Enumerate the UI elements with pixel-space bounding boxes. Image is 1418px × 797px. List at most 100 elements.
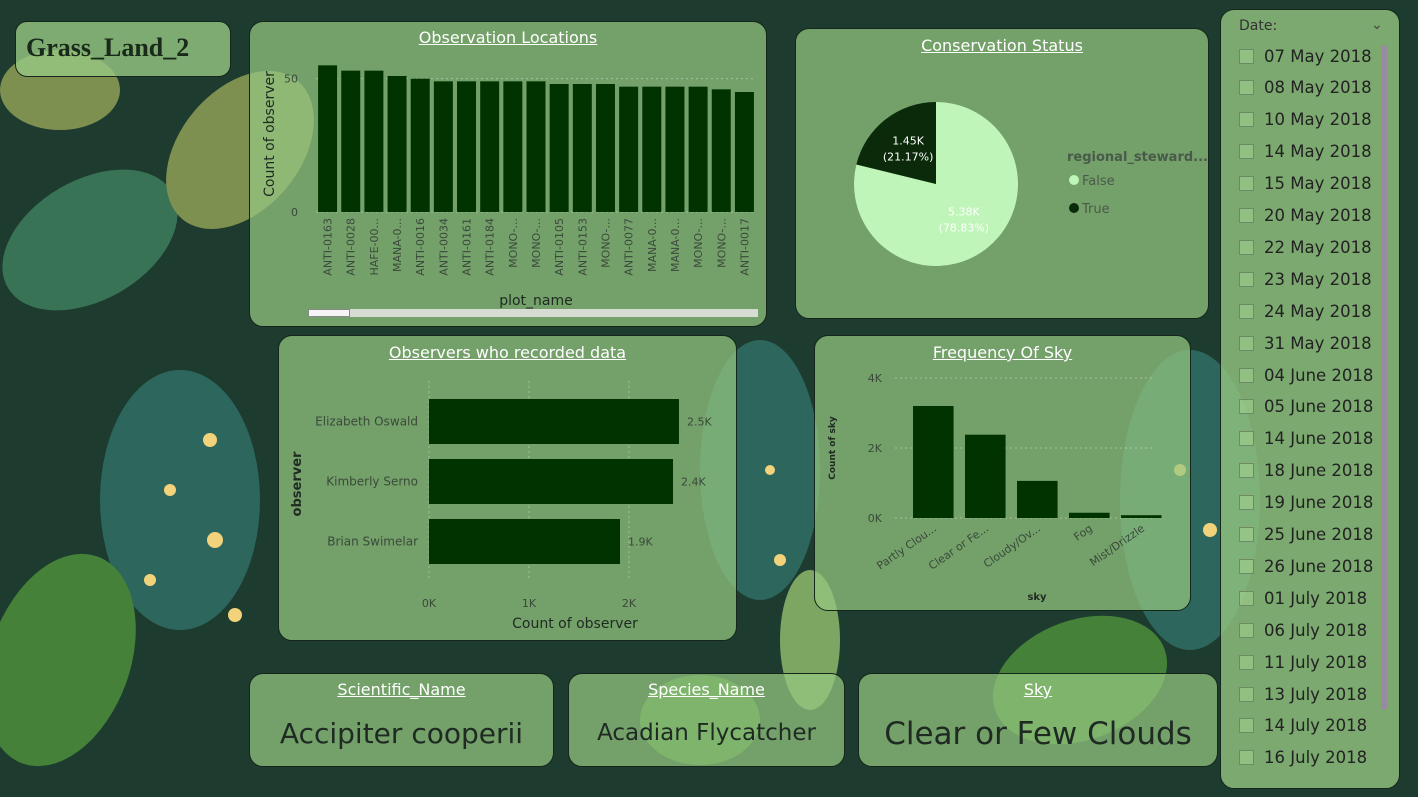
x-tick-label: ANTI-0184 [484,218,497,276]
bar[interactable] [457,81,477,212]
checkbox[interactable] [1239,654,1254,670]
checkbox[interactable] [1239,208,1254,223]
conservation-status-chart[interactable]: 5.38K (78.83%) 1.45K (21.17%) regional_stewa… [796,29,1208,318]
checkbox[interactable] [1239,622,1254,638]
date-option[interactable]: 15 May 2018 [1239,172,1372,196]
checkbox[interactable] [1239,463,1254,479]
date-option[interactable]: 14 July 2018 [1239,714,1367,738]
scientific-name-card[interactable]: Scientific_Name Accipiter cooperii [249,673,554,767]
date-option[interactable]: 11 July 2018 [1239,650,1367,674]
bar[interactable] [688,86,708,212]
date-option[interactable]: 18 June 2018 [1239,459,1373,483]
date-option-label: 04 June 2018 [1264,365,1374,385]
date-option[interactable]: 04 June 2018 [1239,363,1373,387]
date-option[interactable]: 14 May 2018 [1239,140,1372,164]
bar[interactable] [429,459,673,504]
date-slicer[interactable]: Date: ⌄ 07 May 2018 08 May 2018 10 May 201… [1220,9,1400,789]
date-option[interactable]: 01 July 2018 [1239,586,1367,610]
date-option[interactable]: 20 May 2018 [1239,204,1372,228]
date-option[interactable]: 31 May 2018 [1239,331,1372,355]
sky-card[interactable]: Sky Clear or Few Clouds [858,673,1218,767]
bar[interactable] [433,81,453,212]
date-option[interactable]: 22 May 2018 [1239,235,1372,259]
pie-slice-true[interactable] [856,101,936,184]
checkbox[interactable] [1239,112,1254,128]
date-option[interactable]: 23 May 2018 [1239,267,1372,291]
data-label: 2.4K [681,476,706,489]
checkbox[interactable] [1239,431,1254,447]
bar[interactable] [1017,480,1058,518]
bar[interactable] [429,399,679,444]
observers-panel[interactable]: Observers who recorded data 0K 1K 2K Elizab… [278,335,737,641]
bar[interactable] [665,86,685,212]
date-option[interactable]: 14 June 2018 [1239,427,1373,451]
checkbox[interactable] [1239,303,1254,319]
date-option[interactable]: 19 June 2018 [1239,491,1373,515]
bar[interactable] [364,70,384,212]
bar[interactable] [341,70,361,212]
date-option-label: 13 July 2018 [1264,684,1368,704]
checkbox[interactable] [1239,686,1254,702]
date-option[interactable]: 06 July 2018 [1239,618,1367,642]
date-option[interactable]: 16 July 2018 [1239,746,1367,770]
checkbox[interactable] [1239,718,1254,734]
sky-frequency-panel[interactable]: Frequency Of Sky 0K 2K 4K Partly Clou... Cle… [814,335,1191,611]
bar[interactable] [595,84,615,212]
chevron-down-icon[interactable]: ⌄ [1371,16,1383,32]
checkbox[interactable] [1239,590,1254,606]
date-option[interactable]: 07 May 2018 [1239,44,1372,68]
date-option[interactable]: 08 May 2018 [1239,76,1372,100]
bar[interactable] [711,89,731,212]
date-option[interactable]: 05 June 2018 [1239,395,1373,419]
checkbox[interactable] [1239,527,1254,542]
scrollbar-thumb[interactable] [308,309,350,317]
bar[interactable] [549,84,569,212]
checkbox[interactable] [1239,80,1254,96]
bar[interactable] [619,86,639,212]
slicer-scrollbar[interactable] [1381,45,1387,710]
checkbox[interactable] [1239,750,1254,766]
checkbox[interactable] [1239,144,1254,160]
bar[interactable] [1121,515,1162,518]
conservation-status-panel[interactable]: Conservation Status 5.38K (78.83%) 1.45K (2… [795,28,1209,319]
x-tick-label: ANTI-0077 [623,218,636,276]
x-tick-label: ANTI-0153 [576,218,589,276]
bar[interactable] [480,81,500,212]
checkbox[interactable] [1239,495,1254,511]
x-tick-label: MONO-... [507,218,520,268]
checkbox[interactable] [1239,558,1254,574]
bar[interactable] [1069,512,1110,518]
checkbox[interactable] [1239,399,1254,415]
date-option[interactable]: 10 May 2018 [1239,108,1372,132]
legend-item[interactable]: False [1082,174,1115,189]
bar[interactable] [965,434,1006,518]
checkbox[interactable] [1239,48,1254,64]
chart-scrollbar[interactable] [308,309,758,317]
checkbox[interactable] [1239,239,1254,255]
date-option[interactable]: 13 July 2018 [1239,682,1367,706]
species-name-card[interactable]: Species_Name Acadian Flycatcher [568,673,845,767]
bar[interactable] [913,406,954,518]
checkbox[interactable] [1239,367,1254,383]
observation-locations-chart[interactable]: 0 50 ANTI-0163 ANTI-0028 HAFE-00... MANA-0...… [250,22,766,326]
date-option[interactable]: 24 May 2018 [1239,299,1372,323]
checkbox[interactable] [1239,271,1254,287]
bar[interactable] [503,81,523,212]
bar[interactable] [410,78,430,212]
bar[interactable] [387,76,407,212]
bar[interactable] [526,81,546,212]
y-tick-label: 2K [868,442,883,455]
observers-chart[interactable]: 0K 1K 2K Elizabeth Oswald 2.5K Kimberly Serno… [279,336,736,640]
bar[interactable] [642,86,662,212]
bar[interactable] [429,519,620,564]
date-option[interactable]: 25 June 2018 [1239,523,1373,547]
bar[interactable] [318,65,338,212]
checkbox[interactable] [1239,335,1254,351]
bar[interactable] [572,84,592,212]
observation-locations-panel[interactable]: Observation Locations 0 50 ANTI-0163 ANTI-0… [249,21,767,327]
checkbox[interactable] [1239,176,1254,192]
date-option[interactable]: 26 June 2018 [1239,554,1373,578]
legend-item[interactable]: True [1081,202,1110,217]
bar[interactable] [734,92,754,212]
